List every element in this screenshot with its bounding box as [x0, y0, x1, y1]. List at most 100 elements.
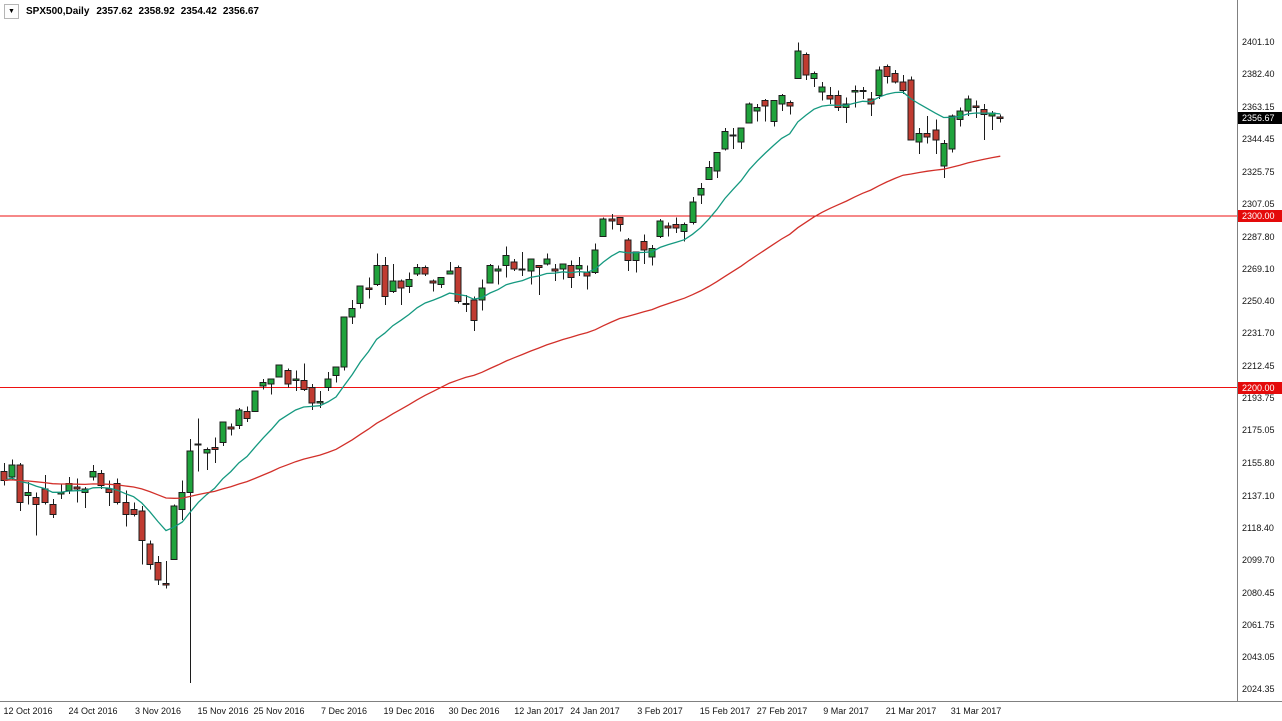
- bear-candle: [32, 497, 40, 505]
- close-value: 2356.67: [222, 6, 259, 17]
- bear-candle: [883, 65, 891, 78]
- bull-candle: [753, 107, 761, 112]
- bear-candle: [932, 129, 940, 141]
- bull-candle: [559, 263, 567, 270]
- price-axis-label: 2363.15: [1242, 102, 1275, 112]
- price-axis-label: 2175.05: [1242, 425, 1275, 435]
- price-axis-label: 2401.10: [1242, 37, 1275, 47]
- bear-candle: [162, 582, 170, 586]
- price-axis-label: 2080.45: [1242, 588, 1275, 598]
- bull-candle: [502, 254, 510, 267]
- price-axis-label: 2061.75: [1242, 620, 1275, 630]
- bull-candle: [818, 86, 826, 93]
- bear-candle: [535, 265, 543, 268]
- bull-candle: [275, 364, 283, 378]
- bull-candle: [599, 218, 607, 237]
- level-price-tag: 2300.00: [1238, 210, 1282, 222]
- bear-candle: [664, 225, 672, 229]
- bear-candle: [980, 108, 988, 116]
- bear-candle: [616, 217, 624, 225]
- time-axis-label: 9 Mar 2017: [823, 706, 869, 716]
- price-axis-label: 2155.80: [1242, 458, 1275, 468]
- bear-candle: [972, 105, 980, 109]
- bull-candle: [251, 390, 259, 413]
- ma-slow-line[interactable]: [3, 155, 1001, 499]
- current-price-tag: 2356.67: [1238, 112, 1282, 124]
- price-axis-label: 2382.40: [1242, 69, 1275, 79]
- bear-candle: [397, 280, 405, 289]
- bull-candle: [24, 491, 32, 497]
- time-axis-label: 12 Oct 2016: [3, 706, 53, 716]
- bull-candle: [373, 265, 381, 286]
- low-value: 2354.42: [180, 6, 217, 17]
- bull-candle: [316, 400, 324, 404]
- bear-candle: [608, 218, 616, 222]
- time-axis-label: 31 Mar 2017: [950, 706, 1002, 716]
- bear-candle: [227, 426, 235, 430]
- time-axis-label: 25 Nov 2016: [253, 706, 305, 716]
- bull-candle: [632, 251, 640, 261]
- bull-candle: [543, 258, 551, 265]
- ma-fast-line[interactable]: [3, 91, 1001, 532]
- bear-candle: [243, 411, 251, 420]
- bull-candle: [713, 151, 721, 172]
- bull-candle: [721, 131, 729, 150]
- bull-candle: [494, 268, 502, 272]
- time-axis[interactable]: 12 Oct 2016 24 Oct 2016 3 Nov 2016 15 Nov 2…: [0, 701, 1282, 721]
- bull-candle: [89, 471, 97, 478]
- bull-candle: [575, 265, 583, 270]
- bull-candle: [478, 287, 486, 301]
- bull-candle: [170, 505, 178, 560]
- bull-candle: [948, 115, 956, 150]
- bull-candle: [940, 143, 948, 167]
- bull-candle: [203, 448, 211, 454]
- time-axis-label: 12 Jan 2017: [514, 706, 564, 716]
- time-axis-label: 21 Mar 2017: [885, 706, 937, 716]
- bull-candle: [705, 167, 713, 181]
- bear-candle: [300, 380, 308, 390]
- bull-candle: [8, 464, 16, 478]
- bear-candle: [470, 299, 478, 322]
- price-axis-label: 2118.40: [1242, 523, 1274, 533]
- bear-candle: [891, 72, 899, 83]
- bear-candle: [308, 387, 316, 404]
- bull-candle: [186, 450, 194, 493]
- bear-candle: [105, 488, 113, 493]
- time-axis-label: 7 Dec 2016: [320, 706, 368, 716]
- time-axis-label: 19 Dec 2016: [383, 706, 435, 716]
- time-axis-label: 30 Dec 2016: [448, 706, 500, 716]
- candlestick-chart-area[interactable]: [0, 0, 1237, 701]
- bull-candle: [389, 280, 397, 292]
- bear-candle: [510, 261, 518, 270]
- bull-candle: [462, 302, 470, 305]
- price-axis-label: 2137.10: [1242, 491, 1275, 501]
- bear-candle: [122, 502, 130, 516]
- bull-candle: [324, 378, 332, 389]
- bull-candle: [194, 443, 202, 446]
- price-axis-label: 2099.70: [1242, 555, 1275, 565]
- symbol-dropdown-button[interactable]: ▼: [4, 4, 19, 19]
- bull-candle: [778, 95, 786, 105]
- price-axis-label: 2231.70: [1242, 328, 1275, 338]
- time-axis-label: 24 Oct 2016: [68, 706, 118, 716]
- bear-candle: [923, 132, 931, 138]
- price-axis-label: 2344.45: [1242, 134, 1275, 144]
- bear-candle: [826, 95, 834, 100]
- time-axis-label: 15 Feb 2017: [699, 706, 751, 716]
- bear-candle: [899, 81, 907, 92]
- price-axis[interactable]: 2401.10 2382.40 2363.15 2344.45 2325.75 2307.…: [1237, 0, 1282, 701]
- price-axis-label: 2287.80: [1242, 232, 1275, 242]
- bull-candle: [737, 127, 745, 143]
- bear-candle: [16, 464, 24, 504]
- bull-candle: [340, 316, 348, 368]
- price-axis-label: 2193.75: [1242, 393, 1275, 403]
- bear-candle: [786, 102, 794, 107]
- price-axis-label: 2043.05: [1242, 652, 1275, 662]
- price-axis-label: 2212.45: [1242, 361, 1275, 371]
- bear-candle: [146, 543, 154, 566]
- bull-candle: [810, 72, 818, 80]
- bear-candle: [381, 265, 389, 298]
- bear-candle: [41, 488, 49, 504]
- bull-candle: [405, 278, 413, 287]
